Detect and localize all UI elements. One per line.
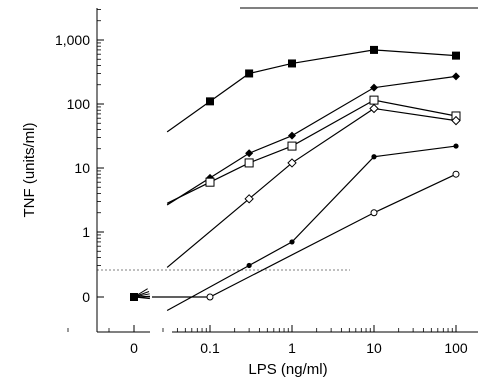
data-point-filled-circle [246, 262, 252, 269]
data-point-filled-diamond [245, 149, 254, 158]
data-point-open-diamond [287, 158, 297, 168]
data-point-filled-square [370, 45, 378, 54]
data-point-filled-square [206, 97, 214, 106]
data-point-open-diamond [451, 115, 461, 126]
x-tick-label: 100 [444, 340, 468, 356]
series-line [166, 107, 457, 268]
data-point-open-square [369, 95, 379, 105]
y-tick-label: 100 [67, 96, 91, 112]
data-point-open-circle [206, 293, 214, 301]
data-point-filled-square [452, 51, 460, 60]
x-tick-label: 1 [288, 340, 296, 356]
series-markers [130, 45, 461, 301]
series-line [166, 99, 457, 204]
y-tick-label: 10 [74, 160, 90, 176]
data-point-filled-circle [371, 154, 377, 160]
data-point-open-square [287, 141, 297, 151]
data-point-filled-diamond [452, 72, 460, 81]
x-axis-ticks: 0 0.1 1 10 100 [67, 325, 468, 356]
data-point-open-diamond [369, 103, 379, 114]
y-tick-label: 1,000 [55, 32, 90, 48]
data-point-filled-diamond [370, 83, 378, 92]
data-point-filled-circle [453, 143, 459, 149]
series-line [166, 75, 457, 206]
data-point-open-diamond [244, 194, 254, 204]
y-axis-title: TNF (units/ml) [21, 123, 38, 218]
data-point-open-square [205, 177, 215, 187]
x-tick-label: 0 [130, 340, 138, 356]
x-axis-title: LPS (ng/ml) [248, 361, 327, 378]
x-tick-label: 0.1 [200, 340, 220, 356]
data-point-open-square [244, 158, 254, 168]
data-point-zero-origin [130, 293, 138, 301]
series-line [152, 173, 457, 298]
y-axis-ticks: 0 1 10 100 1,000 [55, 9, 104, 305]
y-tick-label: 1 [82, 224, 90, 240]
y-tick-label: 0 [82, 289, 90, 305]
series-line [166, 49, 457, 133]
series-lines [133, 49, 457, 312]
data-point-filled-circle [289, 239, 295, 245]
series-line [166, 145, 457, 312]
data-point-filled-diamond [288, 131, 296, 140]
data-point-open-circle [370, 209, 378, 217]
data-point-filled-square [245, 69, 254, 78]
axes [96, 7, 478, 333]
data-point-filled-square [288, 59, 296, 68]
data-point-open-circle [452, 170, 460, 178]
x-tick-label: 10 [366, 340, 382, 356]
